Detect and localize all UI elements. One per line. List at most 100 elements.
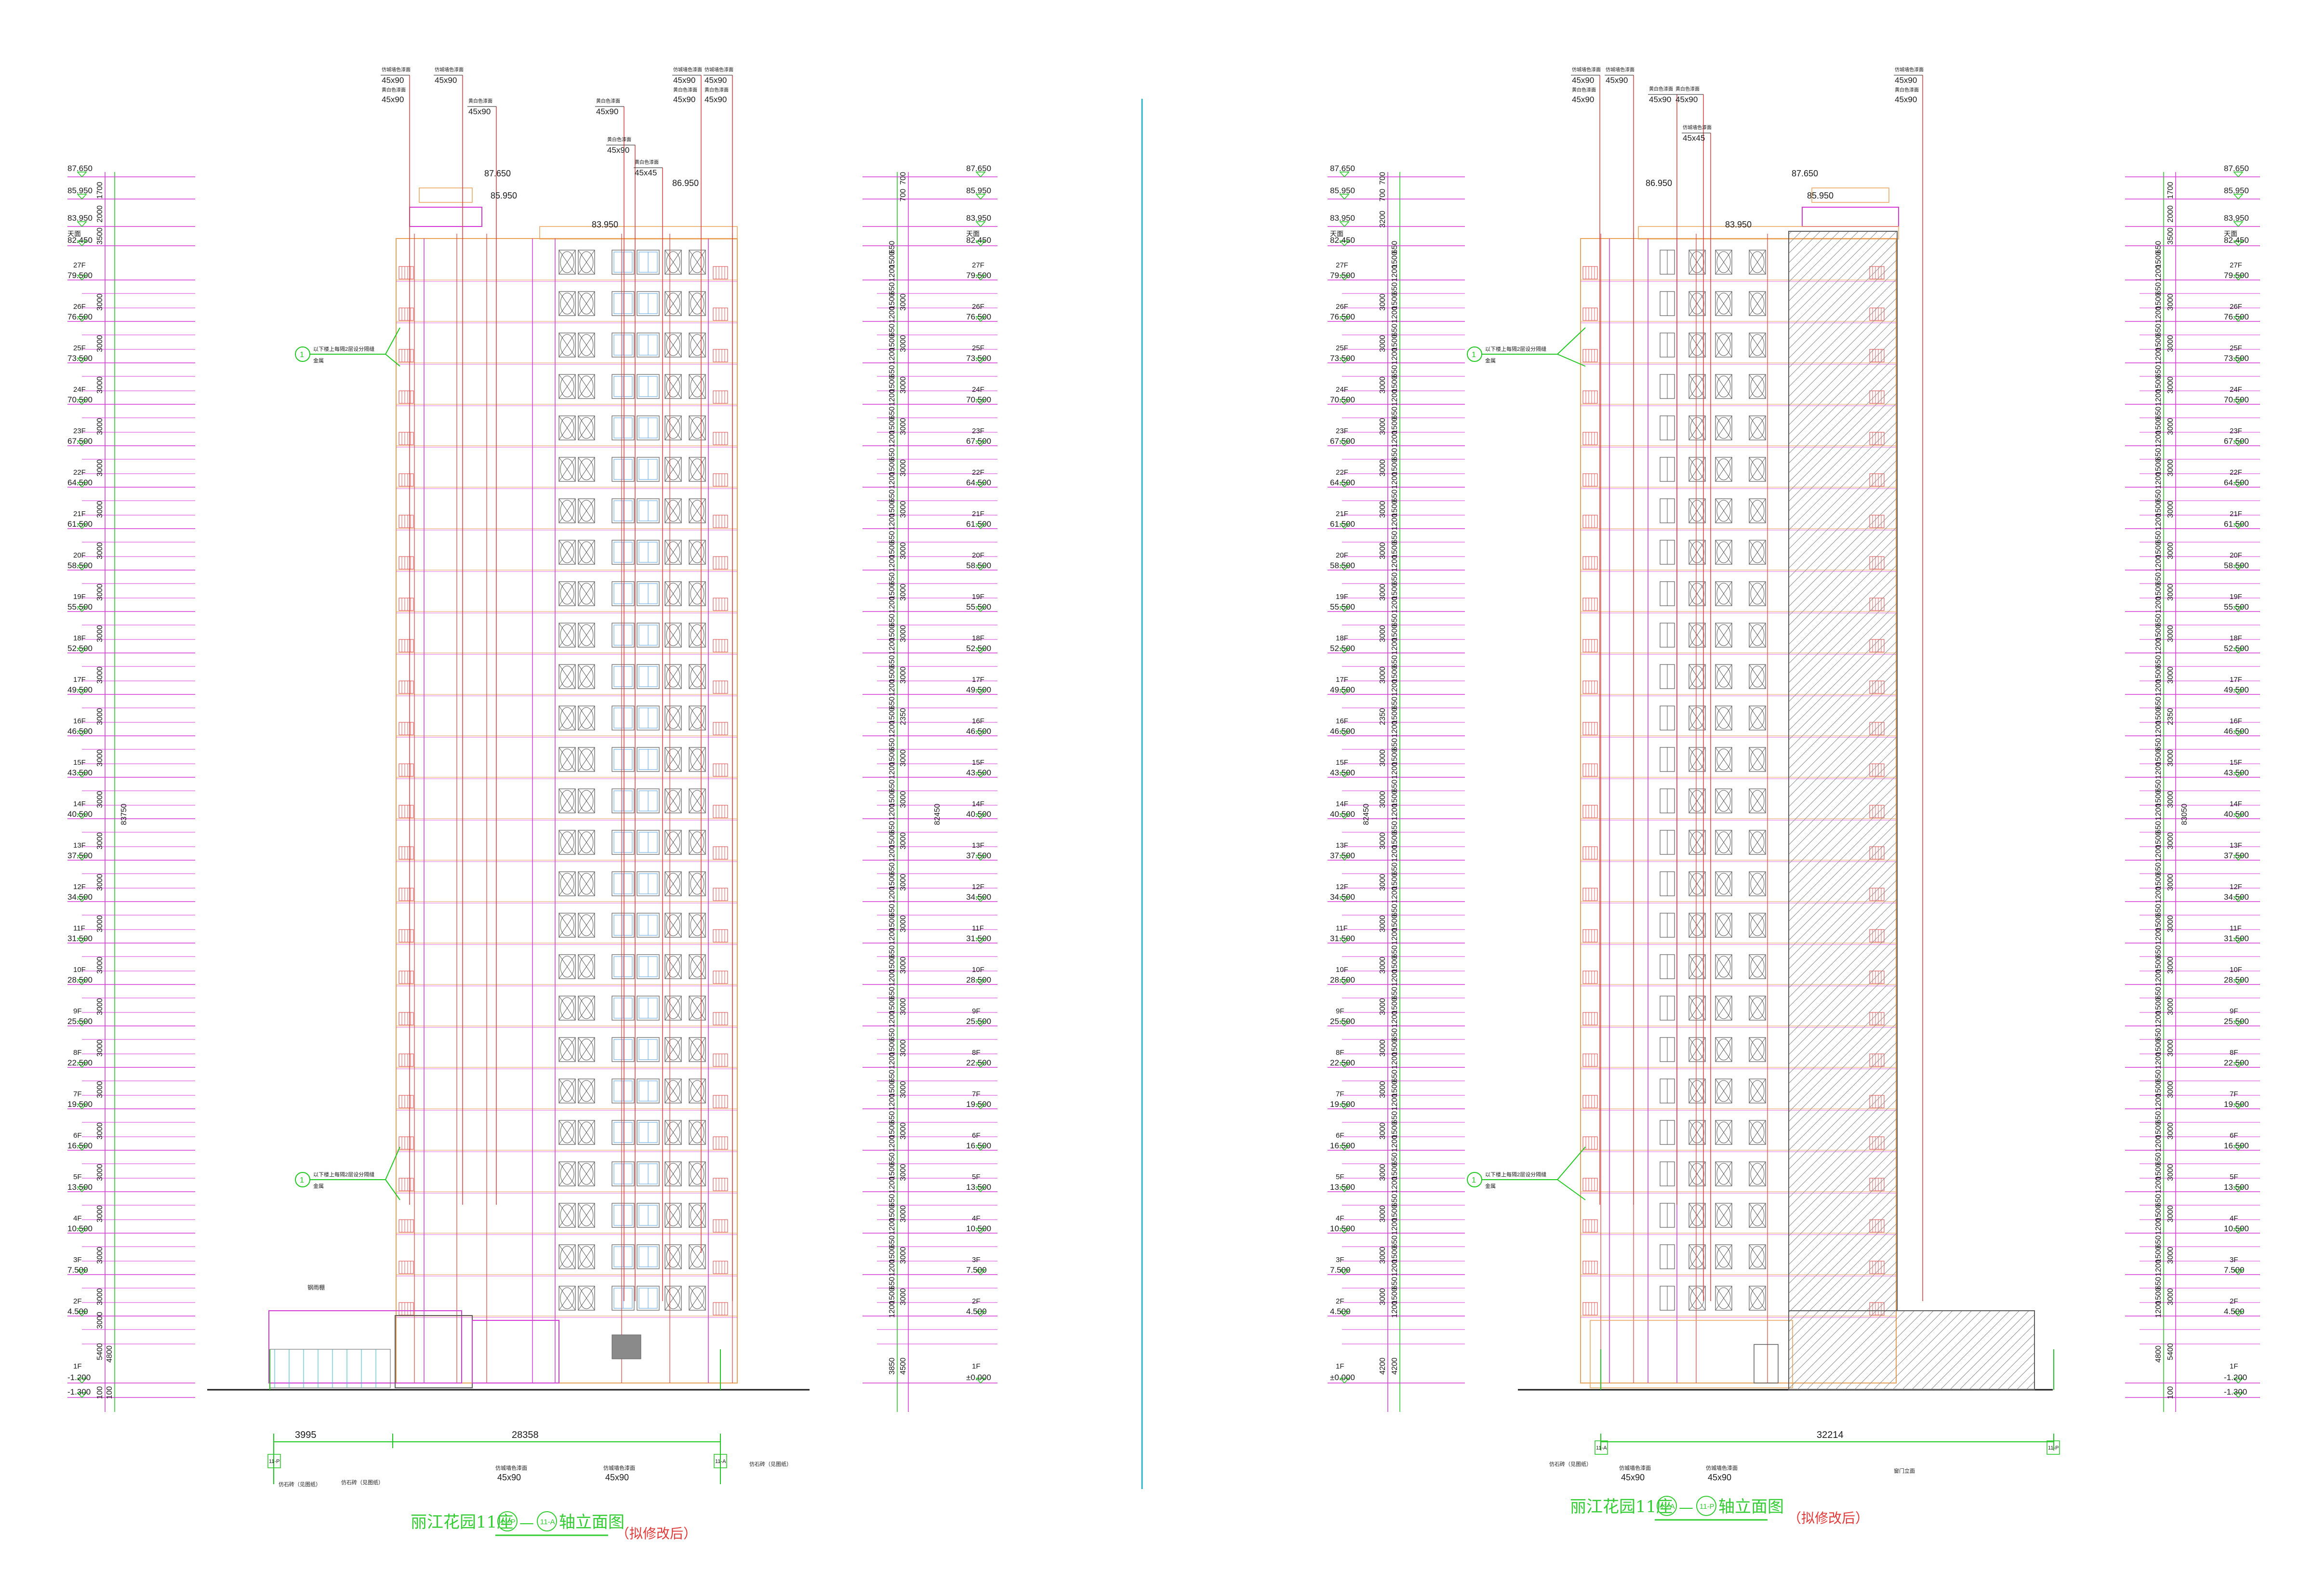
floor-name: 3F xyxy=(972,1256,981,1264)
level-marker xyxy=(1339,316,1350,322)
dimension-text: 650 xyxy=(1391,1277,1399,1290)
window-arch xyxy=(666,293,680,315)
window-frame xyxy=(689,788,706,813)
window-arch xyxy=(560,831,574,853)
window-mullion xyxy=(1688,415,1706,440)
tower-outline xyxy=(396,238,738,1383)
podium-glazing xyxy=(269,1349,391,1388)
window-mullion xyxy=(1688,1037,1706,1062)
dimension-text: 1500 xyxy=(2154,375,2163,393)
dimension-text: 1500 xyxy=(2154,707,2163,724)
window-arch xyxy=(1690,1163,1704,1185)
level-marker xyxy=(2233,689,2244,695)
dimension-text: 3000 xyxy=(2167,791,2175,808)
dimension-text: 1500 xyxy=(888,1163,896,1180)
dimension-text: 1500 xyxy=(1391,707,1399,724)
title-axis-b: 11-P xyxy=(1700,1503,1715,1511)
window-mullion xyxy=(689,1244,706,1269)
level-marker xyxy=(77,1104,87,1110)
dimension-text: 3000 xyxy=(96,998,104,1015)
window-arch xyxy=(560,1163,574,1185)
window-mullion xyxy=(1749,705,1766,731)
floor-elevation: 4.500 xyxy=(1330,1307,1351,1316)
window-mullion xyxy=(558,581,576,606)
floor-name: 9F xyxy=(2230,1007,2238,1015)
window-frame xyxy=(1749,996,1766,1021)
callout-size: 45x90 xyxy=(382,76,404,85)
window-arch xyxy=(560,665,574,688)
dimension-text: 1200 xyxy=(2154,596,2163,613)
right-level-column: 87.65085.95083.950天面82.45027F79.50026F76… xyxy=(863,164,997,1412)
dimension-text: 650 xyxy=(2154,531,2163,544)
callout-material: 仿城墙色漆面 xyxy=(705,66,733,73)
window-frame xyxy=(665,291,682,316)
floor-elevation: 31.500 xyxy=(1330,934,1355,943)
window-frame xyxy=(611,457,635,482)
callout-material: 黄白色漆面 xyxy=(468,98,492,104)
floor-elevation: 37.500 xyxy=(67,851,93,860)
axis-label-left: 11-P xyxy=(269,1459,279,1464)
window-arch xyxy=(560,624,574,646)
dimension-text: 1200 xyxy=(1391,430,1399,448)
callout-size: 45x90 xyxy=(705,95,727,104)
dimension-text: 3000 xyxy=(1379,335,1387,352)
dimension-text: 1200 xyxy=(1391,679,1399,696)
floor-elevation: 46.500 xyxy=(2224,727,2249,736)
dimension-text: 1200 xyxy=(2154,1135,2163,1152)
floor-name: 16F xyxy=(2230,717,2242,725)
window-arch xyxy=(690,1080,705,1102)
dimension-text: 3000 xyxy=(96,1122,104,1140)
window-frame xyxy=(558,705,576,731)
level-marker xyxy=(1339,1021,1350,1027)
window-arch xyxy=(579,665,594,688)
level-marker xyxy=(2233,221,2244,227)
material-note-lower: 1 以下楼上每隔2层设分隔缝 金属 xyxy=(1467,1146,1586,1200)
left-level-column: 87.65085.95083.950天面82.45027F79.50026F76… xyxy=(1328,164,1465,1412)
balcony-rail xyxy=(713,1053,728,1067)
material-note-lower: 1 以下楼上每隔2层设分隔缝 金属 xyxy=(295,1146,400,1200)
balcony-rail xyxy=(1582,763,1598,777)
window-arch xyxy=(1690,1121,1704,1144)
window-frame xyxy=(1749,1244,1766,1269)
window-frame xyxy=(578,1161,595,1186)
callout-material: 仿城墙色漆面 xyxy=(1895,66,1924,73)
dimension-text: 3000 xyxy=(899,584,907,601)
level-marker xyxy=(1339,1228,1350,1234)
floor-elevation: 43.500 xyxy=(67,768,93,777)
level-marker xyxy=(1339,648,1350,654)
floor-name: 22F xyxy=(2230,468,2242,477)
level-elevation: 85.950 xyxy=(2224,186,2249,195)
window-mullion xyxy=(665,581,682,606)
window-frame xyxy=(665,705,682,731)
window-mullion xyxy=(689,913,706,938)
dimension-text: 3000 xyxy=(96,1205,104,1223)
window-mullion xyxy=(1688,913,1706,938)
window-mullion xyxy=(665,457,682,482)
window-mullion xyxy=(578,747,595,772)
window-frame xyxy=(558,457,576,482)
window-arch xyxy=(560,1038,574,1061)
floor-name: 1F xyxy=(2230,1362,2238,1370)
dimension-text: 1200 xyxy=(1391,969,1399,986)
window-arch xyxy=(1716,624,1731,646)
dimension-text: 3000 xyxy=(96,625,104,642)
dimension-text: 3000 xyxy=(899,749,907,767)
bottom-callout-1: 仿城墙色漆面 xyxy=(495,1464,527,1471)
callout-material: 黄白色漆面 xyxy=(705,87,729,93)
floor-name: 8F xyxy=(972,1049,981,1057)
floor-name: 13F xyxy=(1336,841,1348,850)
floor-name: 6F xyxy=(972,1131,981,1140)
floor-elevation: 43.500 xyxy=(966,768,991,777)
window-mullion xyxy=(1715,291,1732,316)
window-frame xyxy=(1749,664,1766,689)
dimension-text: 3000 xyxy=(899,1039,907,1057)
window-frame xyxy=(611,332,635,358)
level-marker xyxy=(77,855,87,861)
dimension-text: 3000 xyxy=(2167,335,2175,352)
level-marker xyxy=(975,1062,986,1068)
floor-name: 26F xyxy=(73,303,86,311)
dimension-text: 1500 xyxy=(2154,665,2163,683)
window-mullion xyxy=(558,871,576,896)
level-marker xyxy=(1339,606,1350,612)
dimension-text: 1200 xyxy=(2154,886,2163,904)
